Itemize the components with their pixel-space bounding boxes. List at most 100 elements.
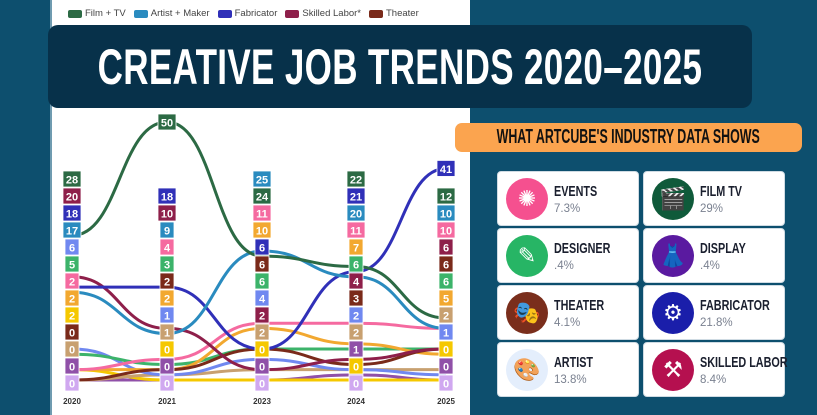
data-label: 2 [259,311,265,323]
data-label: 18 [66,209,78,221]
title-banner: CREATIVE JOB TRENDS 2020–2025 [48,25,752,108]
data-label-box [254,374,270,392]
card-percent: .4% [700,259,720,272]
data-label-box [254,306,270,324]
data-label: 20 [350,209,362,221]
data-label-box [157,204,177,222]
data-label-box [159,221,175,239]
data-label: 0 [164,345,170,357]
data-label: 0 [259,345,265,357]
data-label-box [62,221,82,239]
legend-item: Film + TV [68,8,126,19]
data-label-box [254,255,270,273]
data-label: 3 [353,294,359,306]
data-label: 1 [164,311,170,323]
data-label: 22 [350,175,362,187]
data-label-box [159,238,175,256]
data-label: 2 [164,294,170,306]
data-label-box [64,323,80,341]
data-label-box [252,221,272,239]
data-label-box [438,238,454,256]
data-label: 11 [350,226,362,238]
data-label: 21 [350,192,362,204]
data-label-box [348,306,364,324]
x-tick-label: 2025 [437,397,455,406]
data-label-box [62,170,82,188]
data-label: 2 [69,277,75,289]
data-label-box [436,187,456,205]
data-label-box [348,238,364,256]
subtitle-banner: WHAT ARTCUBE'S INDUSTRY DATA SHOWS [455,123,802,152]
card-name: EVENTS [554,182,598,200]
data-label: 10 [161,209,173,221]
data-label: 0 [353,362,359,374]
data-label-box [436,160,456,177]
legend-item: Fabricator [217,8,277,19]
x-tick-label: 2023 [253,397,271,406]
data-label-box [438,289,454,307]
data-label: 0 [69,345,75,357]
data-label: 6 [69,243,75,255]
data-label-box [64,340,80,358]
data-label-box [348,340,364,358]
legend-swatch [285,9,300,18]
data-label: 0 [259,379,265,391]
card-theater: 🎭 THEATER 4.1% [497,285,639,340]
data-label-box [254,289,270,307]
card-name: FILM TV [700,182,742,200]
data-label: 12 [440,192,452,204]
data-label: 4 [353,277,360,289]
data-label-box [254,238,270,256]
card-name: SKILLED LABOR [700,353,788,371]
data-label: 41 [440,164,452,176]
data-label-box [438,272,454,290]
data-label: 0 [353,379,359,391]
page-title: CREATIVE JOB TRENDS 2020–2025 [97,38,703,95]
line-chart: 2820181765222000050181094322110002524111… [62,113,456,406]
category-cards: ✺ EVENTS 7.3% 🎬 FILM TV 29% ✎ DESIGNER .4% 👗 DI… [497,171,788,397]
data-label: 25 [256,175,268,187]
data-label: 10 [256,226,268,238]
data-label: 6 [443,277,449,289]
legend-label: Artist + Maker [150,8,210,19]
legend-item: Skilled Labor* [285,8,361,19]
data-label: 0 [443,345,449,357]
data-label-box [159,289,175,307]
legend-label: Skilled Labor* [302,8,361,19]
data-label-box [159,374,175,392]
data-label: 0 [69,328,75,340]
data-label: 5 [443,294,449,306]
data-label-box [64,374,80,392]
card-designer: ✎ DESIGNER .4% [497,228,639,283]
card-percent: 21.8% [700,316,733,329]
data-label-box [346,187,366,205]
data-label-box [348,357,364,375]
paint-palette-icon: 🎨 [506,348,548,391]
legend-label: Film + TV [85,8,126,19]
data-label-box [346,221,366,239]
data-label-box [252,204,272,222]
data-label-box [438,306,454,324]
data-label-box [64,289,80,307]
data-label-box [64,357,80,375]
data-label: 6 [443,243,449,255]
data-label: 4 [259,294,266,306]
legend-swatch [68,9,82,18]
series-line [71,120,447,320]
data-label: 0 [164,379,170,391]
data-label: 1 [443,328,449,340]
data-label-box [159,306,175,324]
card-name: FABRICATOR [700,296,770,314]
data-label: 2 [259,328,265,340]
card-name: DISPLAY [700,239,746,257]
card-percent: .4% [554,259,574,272]
data-label-box [157,113,177,131]
data-label-box [348,272,364,290]
data-label-box [436,221,456,239]
card-name: ARTIST [554,353,594,371]
data-label: 3 [164,260,170,272]
legend-swatch [217,9,232,18]
card-display: 👗 DISPLAY .4% [643,228,785,283]
data-label: 20 [66,192,78,204]
data-label: 1 [353,345,359,357]
